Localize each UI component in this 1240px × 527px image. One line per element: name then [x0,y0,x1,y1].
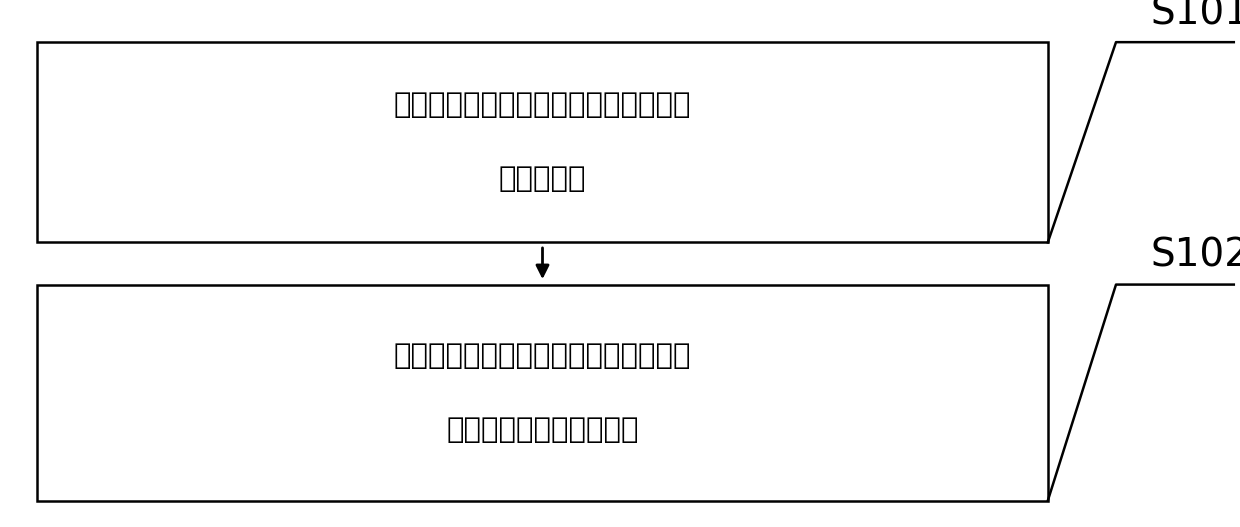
Text: S101: S101 [1151,0,1240,32]
Bar [37,42,1048,242]
Text: S102: S102 [1151,237,1240,275]
Text: 基础元素层: 基础元素层 [498,165,587,193]
Bar [37,285,1048,501]
Text: 设计元素构成电路设计层: 设计元素构成电路设计层 [446,415,639,444]
Text: 从基础元素层选择出当前待绘制区域的: 从基础元素层选择出当前待绘制区域的 [394,341,691,370]
Text: 构建可编程逻辑器件当前待绘制区域的: 构建可编程逻辑器件当前待绘制区域的 [394,91,691,120]
